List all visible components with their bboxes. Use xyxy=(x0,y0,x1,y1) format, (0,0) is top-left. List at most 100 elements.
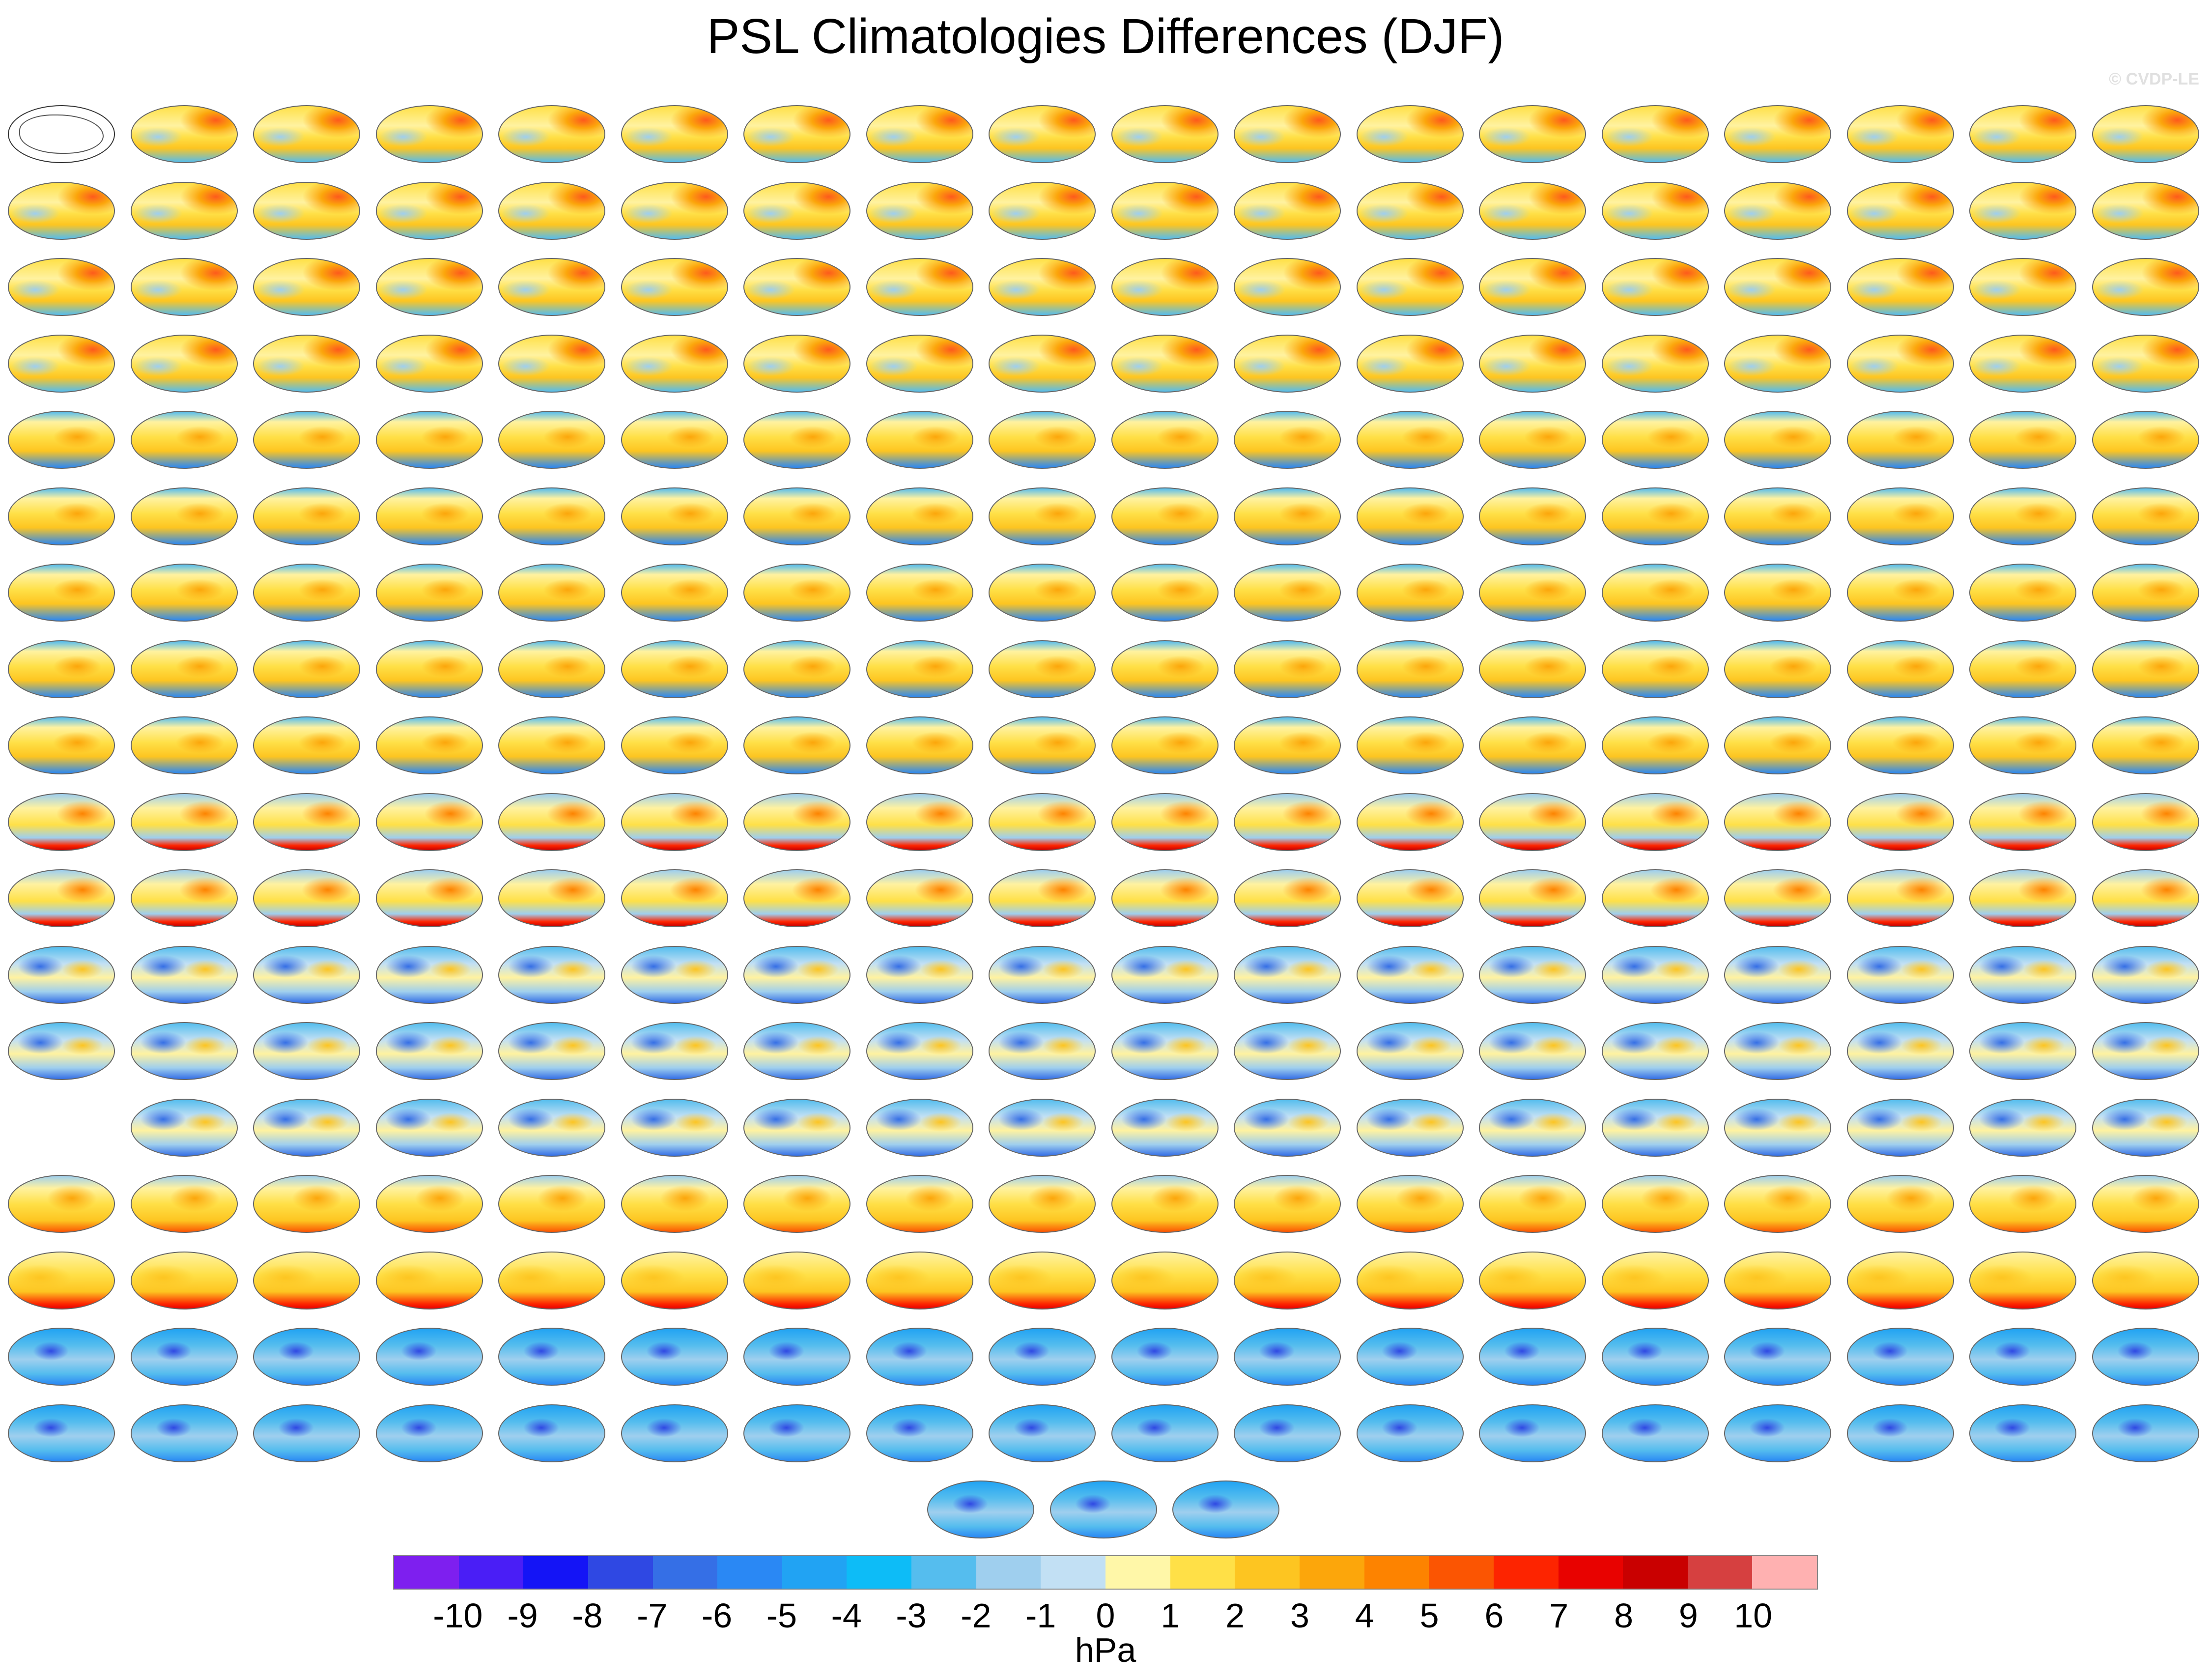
difference-map-panel xyxy=(1110,786,1219,851)
globe-map-image xyxy=(621,1251,728,1310)
difference-map-panel xyxy=(7,862,116,927)
globe-map-image xyxy=(253,487,360,545)
globe-map-image xyxy=(253,105,360,163)
globe-map-image xyxy=(498,181,605,240)
difference-map-panel xyxy=(130,251,239,316)
difference-map-panel xyxy=(497,251,606,316)
colorbar-swatch xyxy=(652,1556,718,1589)
difference-map-panel xyxy=(1110,1168,1219,1233)
difference-map-panel xyxy=(865,328,974,393)
globe-map-image xyxy=(2092,1251,2199,1310)
globe-map-image xyxy=(1846,258,1954,316)
difference-map-panel xyxy=(988,1015,1097,1080)
globe-map-image xyxy=(1969,181,2076,240)
globe-map-image xyxy=(1479,105,1586,163)
globe-map-image xyxy=(1111,1022,1219,1080)
globe-map-image xyxy=(743,411,850,469)
difference-map-panel xyxy=(620,1168,729,1233)
globe-map-image xyxy=(989,869,1096,927)
difference-map-panel xyxy=(1601,1321,1710,1386)
colorbar-tick-label: 1 xyxy=(1161,1596,1180,1635)
difference-map-panel xyxy=(988,251,1097,316)
difference-map-panel xyxy=(1478,1168,1587,1233)
globe-map-image xyxy=(621,1404,728,1462)
globe-map-image xyxy=(498,1175,605,1233)
difference-map-panel xyxy=(742,1092,851,1157)
globe-map-image xyxy=(1969,793,2076,851)
difference-map-panel xyxy=(988,633,1097,698)
difference-map-panel xyxy=(130,1092,239,1157)
difference-map-panel xyxy=(1846,481,1955,545)
difference-map-panel xyxy=(2091,1092,2200,1157)
globe-map-image xyxy=(253,869,360,927)
difference-map-panel xyxy=(742,557,851,622)
difference-map-panel xyxy=(1171,1474,1280,1538)
globe-map-image xyxy=(1969,1251,2076,1310)
difference-map-panel xyxy=(1049,1474,1158,1538)
difference-map-panel xyxy=(497,404,606,469)
difference-map-panel xyxy=(1478,1092,1587,1157)
difference-map-panel xyxy=(1110,1245,1219,1310)
globe-map-image xyxy=(1111,564,1219,622)
globe-map-image xyxy=(1601,181,1709,240)
difference-map-panel xyxy=(1723,786,1832,851)
globe-map-image xyxy=(866,564,973,622)
globe-map-image xyxy=(375,258,483,316)
globe-map-image xyxy=(1969,716,2076,774)
globe-map-image xyxy=(866,1328,973,1386)
difference-map-panel xyxy=(497,328,606,393)
difference-map-panel xyxy=(375,710,484,774)
globe-map-image xyxy=(1356,487,1464,545)
difference-map-panel xyxy=(2091,786,2200,851)
difference-map-panel xyxy=(988,862,1097,927)
globe-map-image xyxy=(866,869,973,927)
globe-map-image xyxy=(1724,1328,1831,1386)
difference-map-panel xyxy=(375,1168,484,1233)
globe-map-image xyxy=(1479,334,1586,393)
globe-map-image xyxy=(1111,258,1219,316)
difference-map-panel xyxy=(1356,98,1465,163)
difference-map-panel xyxy=(497,786,606,851)
globe-map-image xyxy=(1601,258,1709,316)
globe-map-image xyxy=(1846,105,1954,163)
difference-map-panel xyxy=(1233,98,1342,163)
globe-map-image xyxy=(621,1328,728,1386)
difference-map-panel xyxy=(620,786,729,851)
difference-map-panel xyxy=(1356,710,1465,774)
difference-map-panel xyxy=(1601,98,1710,163)
globe-map-image xyxy=(1601,869,1709,927)
difference-map-panel xyxy=(1723,175,1832,240)
difference-map-panel xyxy=(988,786,1097,851)
colorbar-tick-label: 10 xyxy=(1734,1596,1773,1635)
difference-map-panel xyxy=(1110,1397,1219,1462)
globe-map-image xyxy=(1234,487,1341,545)
difference-map-panel xyxy=(252,481,361,545)
difference-map-panel xyxy=(1110,710,1219,774)
difference-map-panel xyxy=(865,1245,974,1310)
globe-map-image xyxy=(375,1251,483,1310)
globe-map-image xyxy=(498,793,605,851)
difference-map-panel xyxy=(1110,98,1219,163)
globe-map-image xyxy=(253,945,360,1004)
difference-map-panel xyxy=(7,1321,116,1386)
difference-map-panel xyxy=(742,1245,851,1310)
difference-map-panel xyxy=(988,1168,1097,1233)
difference-map-panel xyxy=(742,251,851,316)
difference-map-panel xyxy=(1110,481,1219,545)
globe-map-image xyxy=(743,181,850,240)
globe-map-image xyxy=(1479,1175,1586,1233)
difference-map-panel xyxy=(1478,1015,1587,1080)
globe-map-image xyxy=(1601,1022,1709,1080)
globe-map-image xyxy=(8,1404,115,1462)
difference-map-panel xyxy=(1478,939,1587,1004)
globe-map-image xyxy=(989,105,1096,163)
difference-map-panel xyxy=(865,1015,974,1080)
difference-map-panel xyxy=(865,481,974,545)
globe-map-image xyxy=(1969,411,2076,469)
globe-map-image xyxy=(1724,869,1831,927)
globe-map-image xyxy=(1111,181,1219,240)
globe-map-image xyxy=(1724,1022,1831,1080)
difference-map-panel xyxy=(1723,939,1832,1004)
colorbar-swatch xyxy=(1106,1556,1170,1589)
globe-map-image xyxy=(743,258,850,316)
